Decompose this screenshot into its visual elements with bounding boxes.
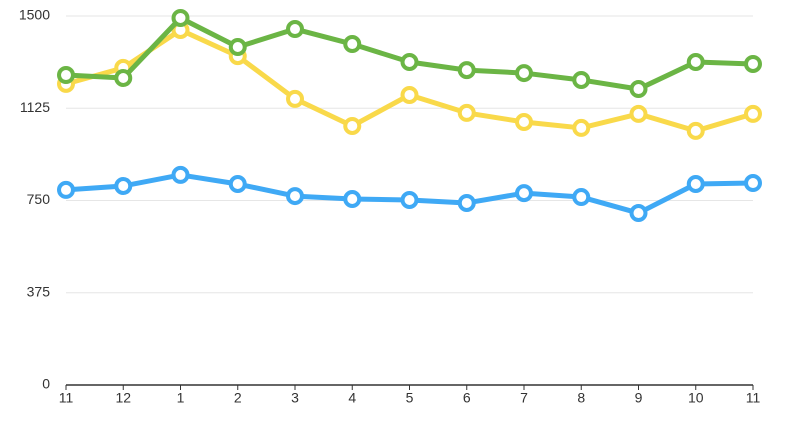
x-tick-label: 11 [59, 390, 74, 406]
data-point [286, 20, 304, 39]
data-point [686, 121, 705, 140]
data-point [57, 66, 75, 85]
data-point [228, 175, 247, 194]
data-point [171, 165, 190, 184]
data-point [686, 53, 705, 72]
x-tick-label: 1 [177, 390, 185, 406]
y-tick-label: 0 [42, 376, 50, 392]
data-point [343, 116, 362, 135]
data-point [457, 193, 476, 212]
y-tick-label: 375 [27, 283, 51, 299]
line-series [65, 27, 754, 134]
data-point [515, 64, 533, 83]
data-point [400, 53, 419, 72]
x-tick-label: 4 [348, 390, 356, 406]
x-tick-label: 10 [688, 390, 704, 406]
data-point [572, 70, 591, 89]
y-tick-label: 1125 [20, 99, 50, 115]
x-tick-label: 12 [115, 390, 131, 406]
data-point [457, 61, 476, 80]
data-point [629, 204, 648, 223]
data-point [343, 190, 362, 209]
x-tick-label: 5 [406, 390, 414, 406]
data-point [343, 35, 362, 54]
data-point [515, 113, 533, 132]
data-point [686, 175, 705, 194]
data-point [57, 180, 75, 199]
x-tick-label: 8 [577, 390, 585, 406]
data-point [400, 85, 419, 104]
y-tick-label: 750 [27, 191, 51, 207]
x-tick-label: 11 [746, 390, 761, 406]
x-tick-label: 7 [520, 390, 528, 406]
x-tick-label: 9 [635, 390, 643, 406]
data-point [286, 89, 304, 108]
data-point [228, 37, 247, 56]
data-point [572, 188, 591, 207]
data-point [114, 68, 133, 87]
data-point [629, 80, 648, 99]
data-point [515, 184, 533, 203]
data-point [114, 176, 133, 195]
x-tick-label: 2 [234, 390, 242, 406]
data-point [171, 8, 190, 27]
x-tick-label: 3 [291, 390, 299, 406]
y-tick-label: 1500 [19, 7, 50, 23]
data-point [744, 174, 762, 193]
data-point [286, 187, 304, 206]
x-tick-label: 6 [463, 390, 471, 406]
data-point [629, 104, 648, 123]
data-point [400, 191, 419, 210]
data-point [744, 104, 762, 123]
data-point [572, 118, 591, 137]
data-point [457, 103, 476, 122]
data-point [744, 54, 762, 73]
